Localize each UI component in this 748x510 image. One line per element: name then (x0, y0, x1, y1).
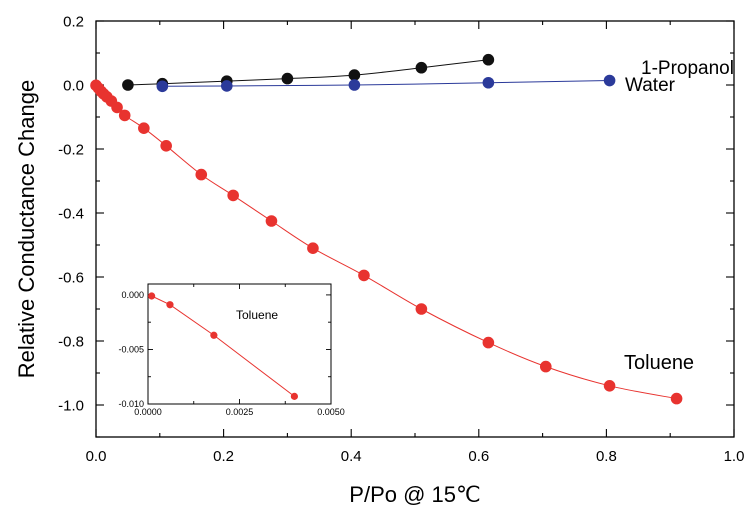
data-point-toluene (290, 392, 298, 400)
inset-x-tick-label: 0.0050 (317, 407, 345, 417)
data-point-1-propanol (482, 53, 495, 66)
data-point-water (156, 80, 169, 93)
y-axis-title: Relative Conductance Change (14, 80, 39, 378)
data-point-toluene (195, 168, 208, 181)
series-toluene (148, 292, 298, 400)
data-point-toluene (227, 189, 239, 202)
main-x-tick-label: 0.4 (341, 448, 362, 465)
inset-series-label-toluene: Toluene (236, 308, 278, 322)
inset-x-tick-label: 0.0025 (226, 407, 254, 417)
data-point-water (220, 80, 233, 92)
data-point-toluene (118, 109, 131, 122)
main-x-tick-label: 0.0 (86, 448, 107, 465)
series-label-toluene: Toluene (624, 352, 694, 374)
data-point-toluene (603, 380, 616, 392)
data-point-toluene (138, 122, 150, 134)
main-y-tick-label: 0.2 (63, 13, 84, 30)
data-point-toluene (265, 215, 278, 227)
data-point-toluene (160, 140, 172, 152)
series-line-toluene (151, 295, 295, 397)
x-axis-title: P/Po @ 15℃ (349, 482, 480, 507)
series-water (156, 74, 616, 93)
data-point-1-propanol (415, 61, 428, 74)
data-point-water (482, 76, 495, 89)
data-point-toluene (415, 303, 428, 315)
main-y-tick-label: 0.0 (63, 77, 84, 94)
main-y-tick-label: -0.8 (58, 333, 84, 350)
data-point-toluene (210, 331, 218, 339)
data-point-water (603, 74, 616, 87)
data-point-toluene (307, 242, 319, 254)
main-y-tick-label: -1.0 (58, 397, 84, 414)
data-point-toluene (148, 292, 156, 300)
main-x-tick-label: 0.2 (213, 448, 234, 465)
main-y-tick-label: -0.6 (58, 269, 84, 286)
data-point-1-propanol (281, 72, 294, 85)
main-x-tick-label: 0.6 (468, 448, 489, 465)
data-point-toluene (111, 101, 123, 114)
main-plot: 0.0 0.2 0.4 0.6 0.8 1.0 0.2 0.0 -0.2 -0.4 -0.6 -0.8… (14, 13, 744, 507)
main-x-tick-label: 0.8 (596, 448, 617, 465)
inset-x-tick-label: 0.0000 (134, 407, 162, 417)
series-line-1-propanol (127, 59, 489, 86)
data-point-toluene (166, 301, 174, 309)
data-point-toluene (358, 269, 370, 282)
main-y-tick-label: -0.2 (58, 141, 84, 158)
data-point-toluene (670, 392, 683, 405)
data-point-water (348, 79, 361, 91)
main-x-tick-label: 1.0 (724, 448, 745, 465)
series-label-1-propanol: 1-Propanol (641, 58, 734, 79)
main-series (90, 53, 683, 405)
data-point-toluene (539, 360, 552, 373)
inset-plot: 0.0000 0.0025 0.0050 0.000 -0.005 -0.010 Tolu… (118, 283, 345, 417)
inset-ticks: 0.0000 0.0025 0.0050 0.000 -0.005 -0.010 (118, 284, 345, 417)
inset-plot-frame (147, 283, 332, 405)
series-label-water: Water (625, 75, 676, 96)
main-y-tick-label: -0.4 (58, 205, 84, 222)
data-point-1-propanol (122, 79, 134, 91)
data-point-toluene (482, 336, 495, 349)
main-ticks: 0.0 0.2 0.4 0.6 0.8 1.0 0.2 0.0 -0.2 -0.4 -0.6 -0.8… (58, 13, 744, 465)
data-point-1-propanol (348, 69, 361, 81)
inset-y-tick-label: -0.010 (118, 399, 144, 409)
inset-y-tick-label: 0.000 (121, 290, 144, 300)
inset-series (148, 292, 298, 400)
inset-y-tick-label: -0.005 (118, 345, 144, 355)
inset-labels: Toluene (236, 308, 278, 322)
series-toluene (90, 79, 683, 405)
